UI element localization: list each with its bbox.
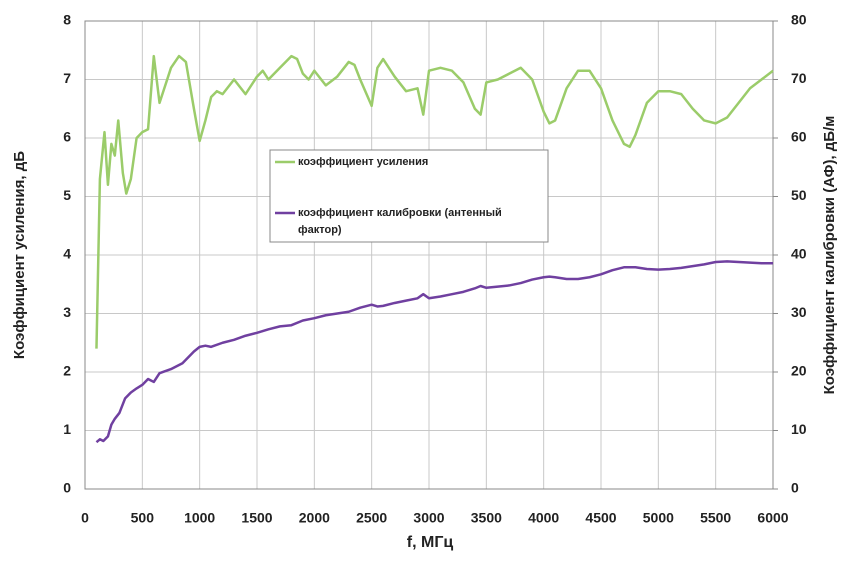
legend-label: коэффициент усиления xyxy=(298,156,429,168)
y2-tick-label: 20 xyxy=(791,363,807,379)
y-tick-label: 8 xyxy=(63,12,71,28)
y-tick-label: 2 xyxy=(63,363,71,379)
x-tick-label: 1500 xyxy=(241,510,272,526)
y2-tick-label: 10 xyxy=(791,421,807,437)
series-line xyxy=(95,54,774,349)
y-tick-label: 5 xyxy=(63,187,71,203)
series-line xyxy=(95,260,773,444)
plot-frame xyxy=(84,20,774,490)
x-tick-label: 2500 xyxy=(356,510,387,526)
y-tick-label: 6 xyxy=(63,129,71,145)
x-tick-label: 5000 xyxy=(643,510,674,526)
x-tick-label: 5500 xyxy=(700,510,731,526)
legend-box xyxy=(269,149,549,243)
x-tick-label: 2000 xyxy=(299,510,330,526)
y2-tick-label: 60 xyxy=(791,129,807,145)
y-tick-label: 1 xyxy=(63,421,71,437)
x-tick-label: 4500 xyxy=(585,510,616,526)
y2-tick-label: 50 xyxy=(791,187,807,203)
y-axis-label: Коэффициент усиления, дБ xyxy=(11,151,28,359)
y-tick-label: 0 xyxy=(63,480,71,496)
y2-tick-label: 30 xyxy=(791,304,807,320)
y2-tick-label: 40 xyxy=(791,246,807,262)
legend-label: коэффициент калибровки (антенный фактор) xyxy=(298,207,502,236)
x-tick-label: 6000 xyxy=(757,510,788,526)
y-tick-label: 7 xyxy=(63,70,71,86)
y-tick-label: 3 xyxy=(63,304,71,320)
x-tick-label: 4000 xyxy=(528,510,559,526)
y2-tick-label: 0 xyxy=(791,480,799,496)
x-tick-label: 3500 xyxy=(471,510,502,526)
y2-tick-label: 80 xyxy=(791,12,807,28)
x-tick-label: 3000 xyxy=(413,510,444,526)
x-axis-label: f, МГц xyxy=(407,534,454,551)
y2-axis-label: Коэффициент калибровки (АФ), дБ/м xyxy=(821,116,838,395)
y-tick-label: 4 xyxy=(63,246,71,262)
x-tick-label: 1000 xyxy=(184,510,215,526)
x-tick-label: 500 xyxy=(131,510,155,526)
x-tick-label: 0 xyxy=(81,510,89,526)
y2-tick-label: 70 xyxy=(791,70,807,86)
